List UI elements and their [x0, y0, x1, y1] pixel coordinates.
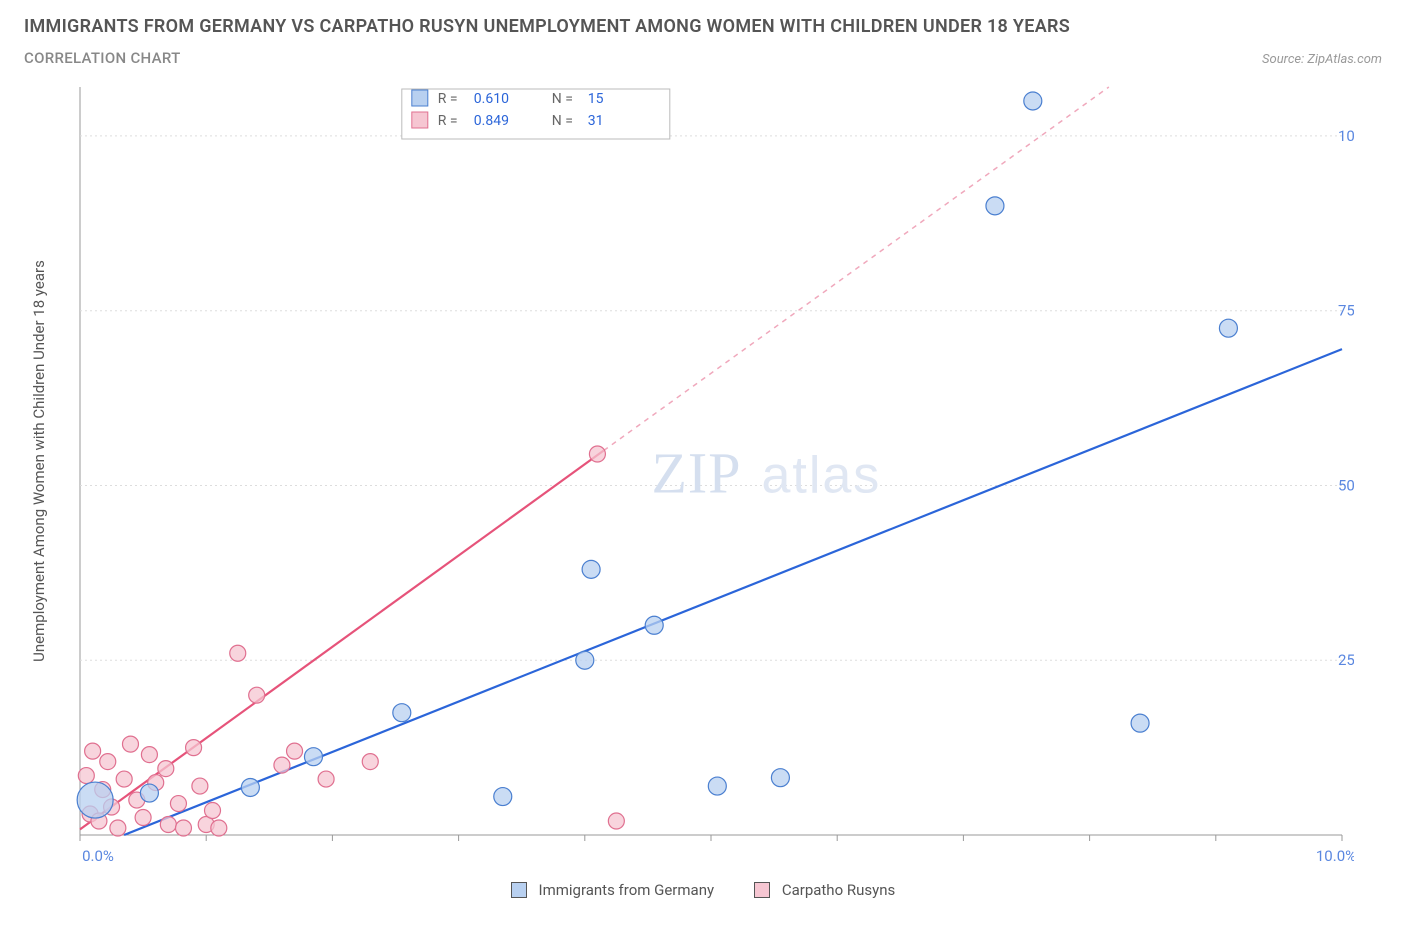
legend-swatch-blue — [511, 882, 527, 898]
legend-label-pink: Carpatho Rusyns — [782, 881, 895, 899]
legend-swatch-pink — [754, 882, 770, 898]
svg-text:N =: N = — [552, 91, 573, 107]
source-label: Source: ZipAtlas.com — [1262, 52, 1382, 67]
svg-text:Unemployment Among Women with: Unemployment Among Women with Children U… — [30, 260, 48, 662]
legend-item-blue: Immigrants from Germany — [511, 881, 714, 899]
page-title: IMMIGRANTS FROM GERMANY VS CARPATHO RUSY… — [24, 16, 1070, 37]
svg-text:0.849: 0.849 — [474, 113, 509, 129]
chart-container: 25.0% 50.0% 75.0% 100.0% 0.0% 10.0% Unemployme… — [24, 75, 1382, 875]
svg-text:50.0%: 50.0% — [1338, 476, 1354, 494]
svg-text:N =: N = — [552, 113, 573, 129]
svg-text:31: 31 — [588, 113, 604, 129]
svg-text:0.0%: 0.0% — [82, 847, 114, 865]
svg-text:75.0%: 75.0% — [1338, 302, 1354, 320]
bottom-legend: Immigrants from Germany Carpatho Rusyns — [24, 881, 1382, 899]
svg-text:0.610: 0.610 — [474, 91, 509, 107]
svg-text:10.0%: 10.0% — [1316, 847, 1354, 865]
correlation-scatter-chart: 25.0% 50.0% 75.0% 100.0% 0.0% 10.0% Unemployme… — [24, 75, 1354, 875]
legend-item-pink: Carpatho Rusyns — [754, 881, 895, 899]
svg-text:25.0%: 25.0% — [1338, 651, 1354, 669]
svg-text:100.0%: 100.0% — [1338, 127, 1354, 145]
svg-text:R =: R = — [438, 113, 458, 129]
svg-text:atlas: atlas — [761, 446, 881, 504]
svg-text:R =: R = — [438, 91, 458, 107]
svg-text:15: 15 — [588, 91, 604, 107]
page-subtitle: CORRELATION CHART — [24, 49, 181, 67]
svg-text:ZIP: ZIP — [651, 440, 741, 505]
legend-label-blue: Immigrants from Germany — [538, 881, 714, 899]
